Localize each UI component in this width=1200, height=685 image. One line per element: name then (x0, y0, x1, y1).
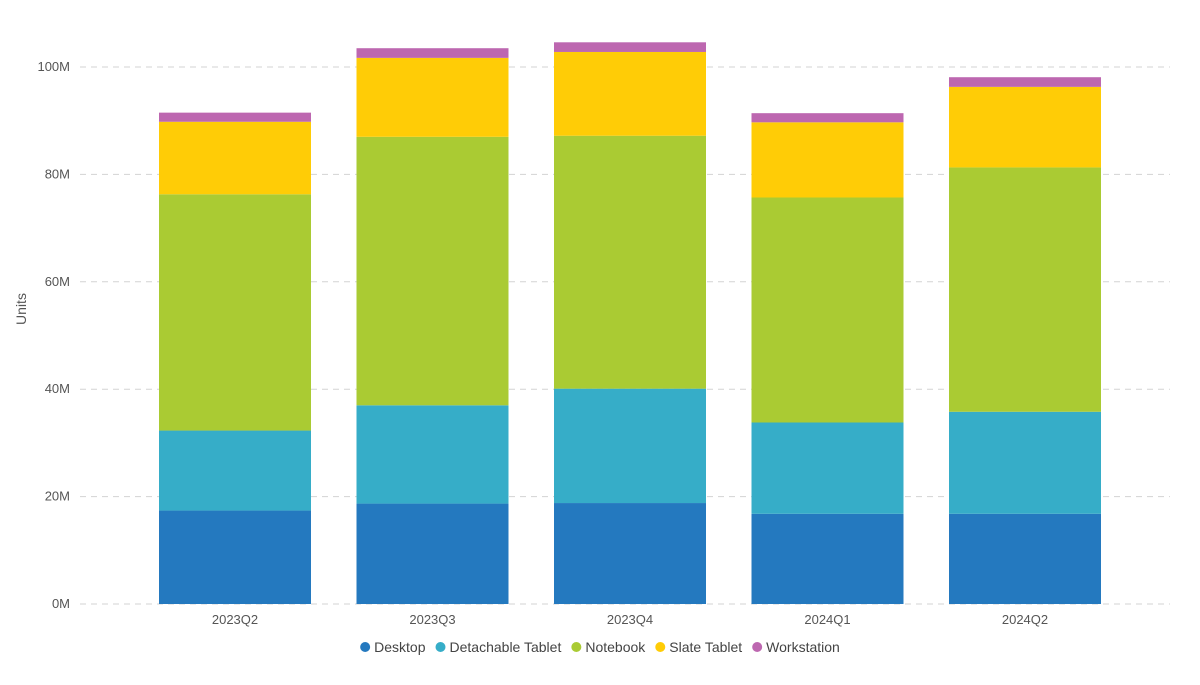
y-tick-label: 80M (45, 166, 70, 181)
bar-segment[interactable]: Notebook 2023Q4: 47100000 (554, 135, 706, 389)
bar-segment[interactable]: Detachable Tablet 2023Q4: 21300000 (554, 388, 706, 504)
y-tick-label: 0M (52, 596, 70, 611)
bar-segment[interactable]: Workstation 2023Q3: 1800000 (356, 48, 509, 58)
bar-segment[interactable]: Notebook 2023Q2: 44000000 (159, 194, 311, 431)
bar-segment[interactable]: Detachable Tablet 2023Q3: 18300000 (356, 405, 509, 504)
bar-segment[interactable]: Desktop 2023Q3: 18700000 (356, 503, 509, 604)
y-tick-label: 100M (37, 59, 70, 74)
x-tick-label: 2024Q1 (804, 612, 850, 627)
bar-segment[interactable]: Detachable Tablet 2023Q2: 14900000 (159, 430, 311, 511)
legend-item[interactable]: Desktop (360, 639, 426, 655)
bar-segment[interactable]: Notebook 2024Q2: 45500000 (949, 167, 1101, 412)
legend-label: Workstation (766, 639, 840, 655)
bar-segment[interactable]: Desktop 2023Q2: 17400000 (159, 510, 311, 604)
bar-segment[interactable]: Notebook 2024Q1: 41900000 (751, 197, 904, 423)
bar-segment[interactable]: Workstation 2024Q1: 1700000 (751, 113, 904, 123)
bar-segment[interactable]: Slate Tablet 2023Q2: 13500000 (159, 121, 311, 195)
bar-segment[interactable]: Notebook 2023Q3: 50000000 (356, 136, 509, 406)
legend-item[interactable]: Notebook (571, 639, 646, 655)
x-tick-label: 2024Q2 (1002, 612, 1048, 627)
legend-label: Desktop (374, 639, 426, 655)
legend-label: Slate Tablet (669, 639, 742, 655)
legend-marker (752, 642, 763, 652)
legend-marker (571, 642, 582, 652)
legend-marker (655, 642, 666, 652)
y-axis-title: Units (13, 293, 29, 325)
legend-label: Detachable Tablet (450, 639, 562, 655)
x-tick-label: 2023Q3 (409, 612, 455, 627)
legend-marker (360, 642, 371, 652)
bar-segment[interactable]: Desktop 2023Q4: 18800000 (554, 503, 706, 604)
bar-segment[interactable]: Workstation 2024Q2: 1800000 (949, 77, 1101, 87)
bar-segment[interactable]: Slate Tablet 2024Q2: 15000000 (949, 86, 1101, 168)
x-tick-label: 2023Q4 (607, 612, 653, 627)
legend-label: Notebook (585, 639, 646, 655)
bar-segment[interactable]: Detachable Tablet 2024Q1: 17000000 (751, 422, 904, 514)
bar-segment[interactable]: Workstation 2023Q4: 1800000 (554, 42, 706, 52)
x-tick-label: 2023Q2 (212, 612, 258, 627)
legend: Desktop Detachable Tablet Notebook Slate Ta… (360, 639, 840, 655)
legend-marker (435, 642, 446, 652)
bar-segment[interactable]: Slate Tablet 2023Q3: 14700000 (356, 57, 509, 137)
bar-segment[interactable]: Desktop 2024Q2: 16800000 (949, 513, 1101, 604)
legend-item[interactable]: Slate Tablet (655, 639, 742, 655)
legend-item[interactable]: Detachable Tablet (435, 639, 562, 655)
x-axis-ticks: 2023Q2 2023Q3 2023Q4 2024Q1 2024Q2 (212, 612, 1048, 627)
y-axis-ticks: 0M 20M 40M 60M 80M 100M (37, 59, 70, 611)
legend-item[interactable]: Workstation (752, 639, 840, 655)
y-tick-label: 60M (45, 274, 70, 289)
bar-segment[interactable]: Workstation 2023Q2: 1700000 (159, 112, 311, 122)
bar-segment[interactable]: Desktop 2024Q1: 16800000 (751, 513, 904, 604)
y-tick-label: 40M (45, 381, 70, 396)
y-tick-label: 20M (45, 489, 70, 504)
bar-segment[interactable]: Slate Tablet 2024Q1: 14000000 (751, 122, 904, 198)
bars: Desktop 2023Q2: 17400000Detachable Table… (159, 42, 1101, 604)
bar-segment[interactable]: Slate Tablet 2023Q4: 15600000 (554, 51, 706, 136)
bar-segment[interactable]: Detachable Tablet 2024Q2: 19000000 (949, 411, 1101, 514)
